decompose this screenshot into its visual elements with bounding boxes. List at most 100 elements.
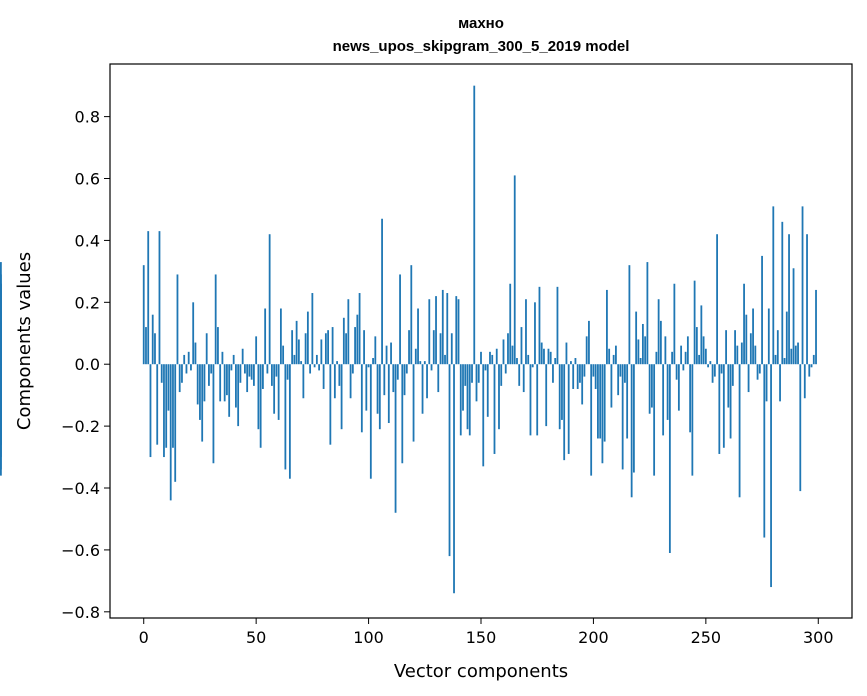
bar (403, 364, 406, 396)
bar (421, 364, 424, 414)
bar (232, 354, 235, 365)
bar (601, 364, 604, 464)
bar (770, 364, 772, 588)
y-tick-label: 0.2 (75, 293, 100, 312)
bar (516, 358, 518, 365)
bar (536, 364, 539, 436)
bar (0, 323, 2, 365)
bar (727, 364, 730, 408)
bar (203, 364, 206, 402)
bar (722, 364, 725, 448)
bar (367, 364, 370, 368)
bar (208, 364, 210, 386)
bar (583, 364, 586, 377)
bar (390, 342, 392, 365)
bar (399, 274, 401, 365)
bar (394, 364, 397, 513)
bar (686, 336, 689, 365)
bar (772, 206, 775, 365)
bar (615, 345, 617, 365)
bar (747, 364, 750, 393)
bar (655, 351, 658, 365)
bar (212, 364, 215, 464)
bar (468, 364, 471, 436)
bar (199, 364, 201, 420)
bar (646, 262, 649, 365)
bar (270, 364, 273, 386)
bar (680, 345, 683, 365)
bar (644, 336, 647, 365)
bar (473, 85, 476, 365)
bar (315, 354, 318, 365)
bar (149, 364, 152, 458)
bar (666, 364, 669, 420)
bar (405, 364, 408, 374)
x-tick-label: 250 (691, 628, 722, 647)
bar (783, 358, 786, 365)
bar (704, 348, 707, 365)
bar (428, 299, 431, 365)
bar (547, 348, 550, 365)
bar (702, 336, 705, 365)
bar (318, 364, 321, 371)
bar (612, 354, 615, 365)
bar (637, 339, 640, 365)
bar (486, 364, 489, 417)
bar (799, 364, 802, 492)
bar (192, 302, 195, 365)
bar (709, 361, 712, 365)
bar (372, 358, 374, 365)
bar (459, 364, 462, 436)
bar (300, 361, 303, 365)
bar (477, 364, 480, 383)
bar (185, 364, 188, 374)
bar (657, 299, 660, 365)
x-tick-label: 100 (353, 628, 384, 647)
bar (313, 364, 316, 368)
bar (662, 364, 665, 436)
bar (756, 364, 759, 380)
bar (527, 354, 530, 365)
bar (248, 364, 251, 377)
bar (239, 364, 242, 383)
bar (489, 351, 491, 365)
bar (464, 364, 467, 386)
bar (761, 255, 763, 365)
bar (520, 327, 523, 365)
bar (356, 314, 359, 365)
bar (340, 364, 343, 430)
bar (482, 364, 485, 467)
bar (684, 351, 687, 365)
y-tick-label: −0.4 (61, 479, 100, 498)
bar (498, 364, 500, 430)
bar (653, 364, 656, 476)
bar (345, 333, 347, 365)
bar (277, 364, 280, 420)
bar (226, 364, 228, 396)
bar (588, 320, 590, 365)
bar (241, 348, 244, 365)
bar (279, 308, 282, 365)
bar (610, 364, 613, 408)
bar (803, 364, 806, 399)
bar (774, 354, 777, 365)
bar (493, 364, 496, 454)
bar (675, 364, 678, 380)
bar (275, 364, 278, 377)
bar (230, 364, 233, 371)
bar (554, 358, 557, 365)
bar (444, 354, 446, 365)
bar (626, 364, 629, 439)
y-tick-label: −0.2 (61, 417, 100, 436)
bar (716, 234, 718, 365)
bar (291, 330, 294, 365)
bar (338, 364, 341, 386)
bar (495, 348, 498, 365)
bar (194, 342, 197, 365)
bar (731, 364, 734, 386)
bar (471, 364, 473, 383)
bar (641, 323, 644, 365)
bar (172, 364, 174, 448)
bar (158, 231, 161, 365)
bar (698, 354, 700, 365)
